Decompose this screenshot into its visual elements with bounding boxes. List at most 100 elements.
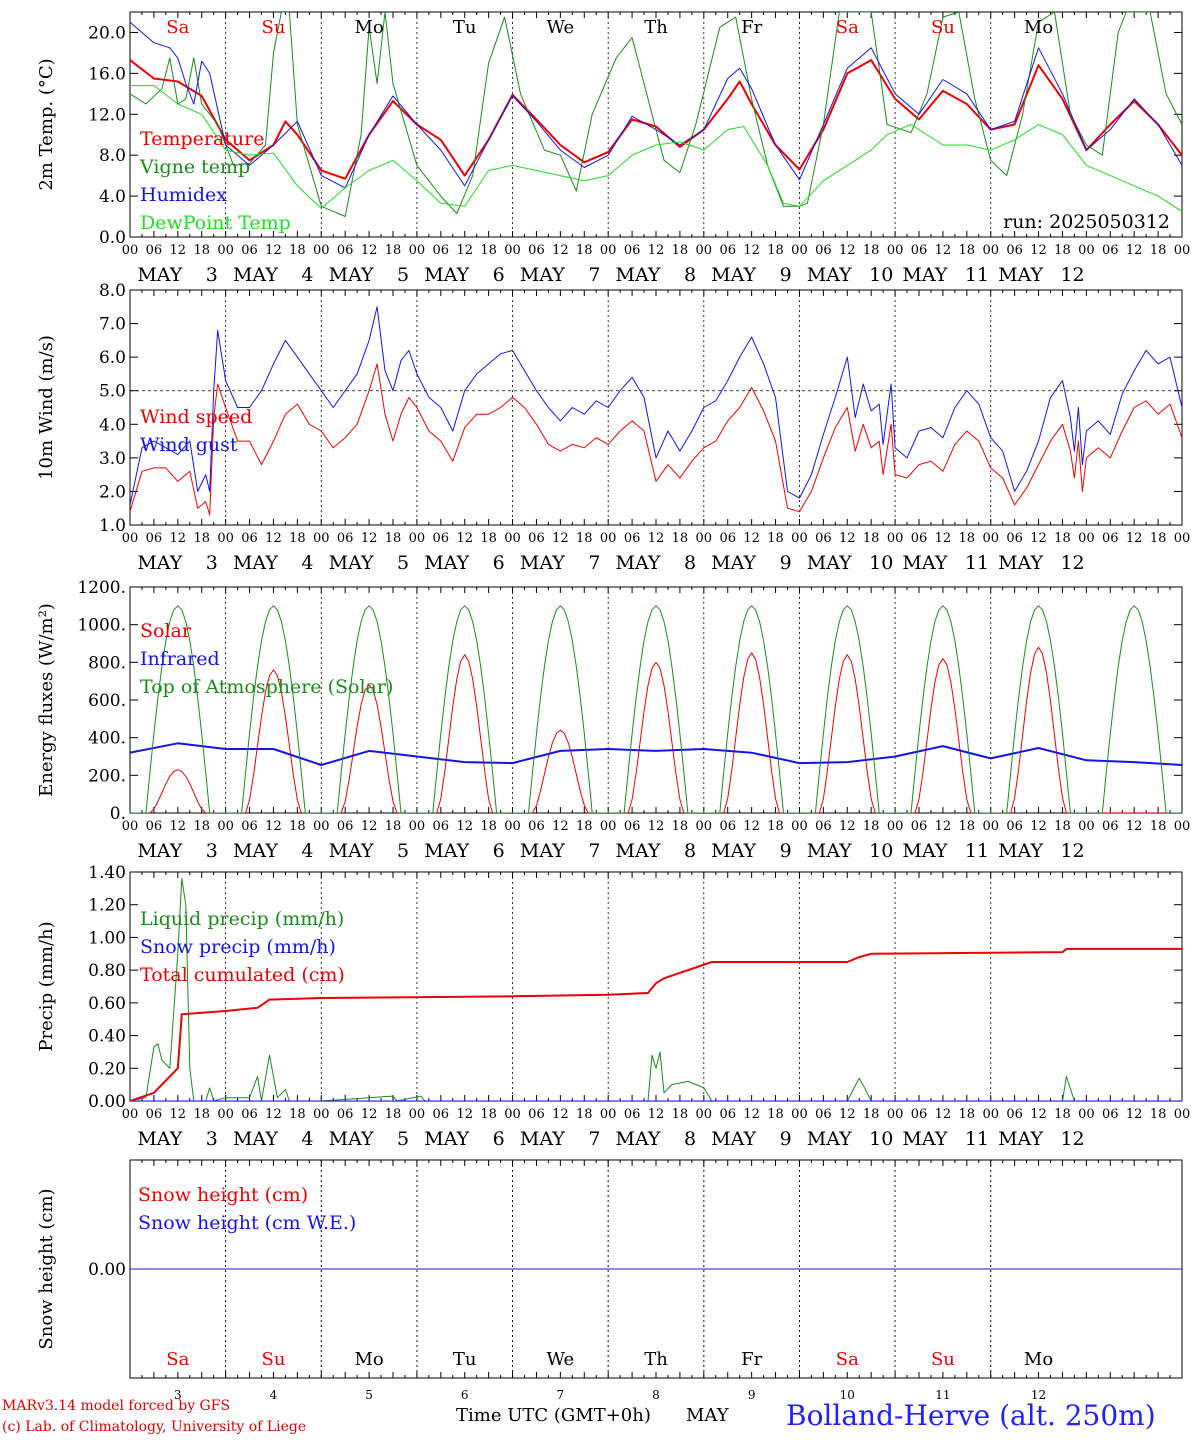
x-tick-label: 00 [1078, 1107, 1095, 1122]
x-tick-label: 06 [1006, 1107, 1023, 1122]
month-label: MAY [424, 264, 469, 286]
x-tick-label: 00 [791, 531, 808, 546]
month-label: MAY [233, 1128, 278, 1150]
month-label: MAY [711, 840, 756, 862]
x-tick-label: 18 [576, 1107, 593, 1122]
series-line-liquid-precip-mm-h- [130, 878, 1182, 1101]
legend-entry: Total cumulated (cm) [140, 964, 345, 986]
day-date-label: 10 [869, 264, 893, 286]
x-tick-label: 06 [241, 243, 258, 258]
x-tick-label: 00 [122, 819, 139, 834]
y-tick-label: 2.0 [99, 482, 126, 502]
x-tick-label: 06 [528, 243, 545, 258]
x-tick-label: 12 [1030, 531, 1047, 546]
weekday-label-top: Th [644, 17, 668, 38]
x-tick-label: 12 [456, 1107, 473, 1122]
x-tick-label: 06 [146, 1107, 163, 1122]
x-tick-label: 00 [504, 1107, 521, 1122]
x-tick-label: 06 [433, 243, 450, 258]
weekday-label-bottom: Sa [166, 1349, 189, 1370]
y-tick-label: 1000. [77, 616, 126, 636]
x-tick-label: 12 [935, 819, 952, 834]
x-tick-label: 00 [409, 531, 426, 546]
day-date-label: 3 [206, 1128, 218, 1150]
x-tick-label: 18 [193, 243, 210, 258]
weekday-label-bottom: Mo [1024, 1349, 1053, 1370]
y-tick-label: 0. [110, 804, 126, 824]
x-tick-label: 18 [193, 1107, 210, 1122]
x-tick-label: 18 [1054, 243, 1071, 258]
series-line-temperature [130, 59, 1182, 180]
x-tick-label: 12 [743, 243, 760, 258]
day-number-label: 4 [270, 1388, 278, 1402]
x-tick-label: 12 [839, 1107, 856, 1122]
x-tick-label: 06 [719, 1107, 736, 1122]
y-tick-label: 12.0 [88, 105, 126, 125]
x-tick-label: 00 [313, 1107, 330, 1122]
x-tick-label: 18 [385, 1107, 402, 1122]
x-tick-label: 00 [982, 1107, 999, 1122]
x-tick-label: 18 [480, 1107, 497, 1122]
x-tick-label: 18 [863, 531, 880, 546]
month-label: MAY [424, 552, 469, 574]
x-tick-label: 06 [719, 243, 736, 258]
month-label: MAY [233, 840, 278, 862]
x-tick-label: 00 [600, 531, 617, 546]
x-tick-label: 18 [863, 243, 880, 258]
x-tick-label: 06 [528, 1107, 545, 1122]
x-tick-label: 06 [1102, 531, 1119, 546]
x-tick-label: 18 [289, 1107, 306, 1122]
day-date-label: 5 [397, 264, 409, 286]
y-tick-label: 0.60 [88, 994, 126, 1014]
month-label: MAY [711, 552, 756, 574]
x-tick-label: 18 [289, 819, 306, 834]
x-tick-label: 00 [1174, 531, 1191, 546]
month-label: MAY [137, 1128, 182, 1150]
y-tick-label: 1200. [77, 578, 126, 598]
x-tick-label: 06 [337, 243, 354, 258]
x-tick-label: 18 [1054, 819, 1071, 834]
x-tick-label: 06 [241, 531, 258, 546]
x-tick-label: 00 [409, 819, 426, 834]
x-tick-label: 18 [1150, 819, 1167, 834]
day-date-label: 8 [684, 840, 696, 862]
x-tick-label: 06 [1102, 243, 1119, 258]
x-tick-label: 18 [672, 819, 689, 834]
x-tick-label: 12 [1030, 1107, 1047, 1122]
month-label: MAY [711, 1128, 756, 1150]
x-tick-label: 12 [265, 531, 282, 546]
legend-entry: DewPoint Temp [140, 212, 291, 234]
weekday-label-bottom: Fr [741, 1349, 762, 1370]
month-label: MAY [329, 552, 374, 574]
x-tick-label: 00 [791, 243, 808, 258]
day-date-label: 8 [684, 1128, 696, 1150]
month-label: MAY [424, 840, 469, 862]
x-tick-label: 06 [1006, 531, 1023, 546]
x-tick-label: 00 [504, 243, 521, 258]
day-date-label: 3 [206, 264, 218, 286]
y-tick-label: 8.0 [99, 281, 126, 301]
x-tick-label: 06 [815, 243, 832, 258]
x-tick-label: 00 [600, 819, 617, 834]
x-tick-label: 06 [624, 819, 641, 834]
y-tick-label: 16.0 [88, 64, 126, 84]
day-date-label: 12 [1060, 552, 1084, 574]
day-date-label: 9 [780, 264, 792, 286]
month-label: MAY [807, 552, 852, 574]
x-tick-label: 06 [911, 1107, 928, 1122]
day-date-label: 12 [1060, 264, 1084, 286]
legend-entry: Snow height (cm W.E.) [138, 1212, 356, 1234]
day-date-label: 3 [206, 552, 218, 574]
day-date-label: 9 [780, 840, 792, 862]
day-number-label: 12 [1031, 1388, 1046, 1402]
x-tick-label: 06 [719, 531, 736, 546]
series-line-solar [130, 646, 1182, 813]
weekday-label-top: Su [261, 17, 285, 38]
series-line-dewpoint-temp [130, 85, 1182, 212]
panel-frame-2 [129, 289, 1183, 526]
y-tick-label: 4.0 [99, 187, 126, 207]
month-label: MAY [998, 840, 1043, 862]
x-tick-label: 06 [337, 1107, 354, 1122]
copyright-credit: (c) Lab. of Climatology, University of L… [2, 1419, 307, 1435]
